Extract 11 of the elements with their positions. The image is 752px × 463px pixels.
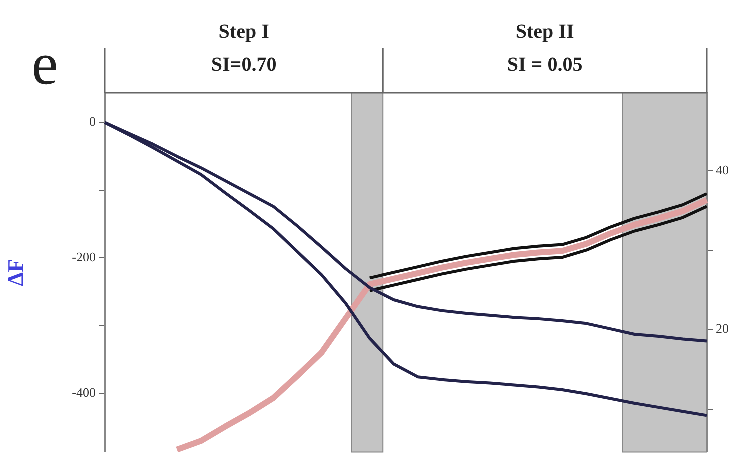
text: Step I <box>218 21 270 44</box>
y-tick-label: -400 <box>72 384 96 400</box>
text: SI=0.70 <box>211 54 277 76</box>
y2-tick-label: 40 <box>716 162 729 178</box>
text: Step II <box>516 21 574 44</box>
y-tick-label: -200 <box>72 249 96 264</box>
text: e <box>32 30 58 97</box>
text: SI = 0.05 <box>507 54 583 76</box>
y-axis-title: ΔF <box>2 258 28 286</box>
y2-tick-label: 20 <box>716 321 729 336</box>
y-tick-label: 0 <box>90 114 96 130</box>
